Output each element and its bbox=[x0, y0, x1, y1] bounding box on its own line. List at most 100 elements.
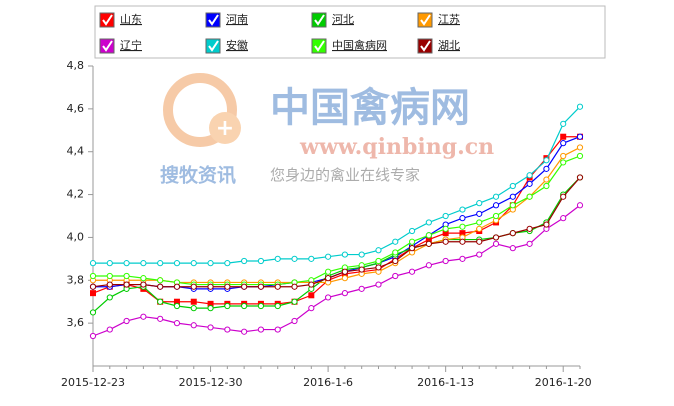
x-tick-label: 2016-1-13 bbox=[417, 376, 474, 389]
point bbox=[90, 290, 96, 297]
point bbox=[308, 255, 315, 262]
point bbox=[425, 236, 432, 243]
point bbox=[173, 298, 180, 305]
point bbox=[157, 283, 164, 290]
logo: + bbox=[163, 73, 241, 147]
point bbox=[140, 281, 147, 288]
legend-label[interactable]: 辽宁 bbox=[120, 38, 142, 52]
point bbox=[190, 322, 197, 329]
legend-item[interactable]: 河南 bbox=[205, 12, 248, 28]
point bbox=[476, 200, 483, 207]
legend-label[interactable]: 河北 bbox=[332, 13, 354, 26]
series-line bbox=[92, 136, 580, 305]
point bbox=[123, 317, 130, 325]
point bbox=[442, 257, 449, 265]
point bbox=[274, 283, 281, 290]
point bbox=[308, 281, 315, 288]
y-tick-label: 3,8 bbox=[67, 273, 85, 286]
point bbox=[543, 165, 550, 172]
point bbox=[308, 305, 315, 312]
y-tick-label: 4,6 bbox=[67, 102, 85, 115]
point bbox=[224, 260, 231, 267]
point bbox=[459, 215, 466, 222]
legend-check bbox=[420, 40, 431, 52]
legend-label[interactable]: 江苏 bbox=[438, 13, 460, 26]
point bbox=[408, 227, 416, 235]
point bbox=[173, 302, 181, 310]
point bbox=[224, 302, 231, 310]
point bbox=[476, 210, 483, 217]
point bbox=[492, 234, 500, 241]
point bbox=[207, 260, 214, 267]
point bbox=[442, 212, 449, 220]
watermark: 搜牧资讯 bbox=[160, 164, 236, 187]
legend-label[interactable]: 安徽 bbox=[226, 38, 248, 52]
legend-label[interactable]: 湖北 bbox=[438, 39, 460, 52]
point bbox=[190, 260, 197, 267]
point bbox=[509, 202, 516, 209]
point bbox=[173, 320, 181, 327]
point bbox=[526, 193, 533, 200]
point bbox=[392, 249, 399, 256]
point bbox=[173, 283, 181, 290]
point bbox=[89, 272, 97, 280]
point bbox=[509, 230, 516, 237]
legend-label[interactable]: 河南 bbox=[226, 13, 248, 26]
point bbox=[425, 232, 432, 239]
point bbox=[106, 326, 113, 333]
point bbox=[526, 240, 533, 247]
watermark: 您身边的禽业在线专家 bbox=[270, 166, 420, 184]
point bbox=[341, 268, 348, 275]
point bbox=[526, 225, 533, 232]
point bbox=[106, 260, 113, 267]
legend-item[interactable]: 中国禽病网 bbox=[311, 38, 387, 54]
point bbox=[375, 264, 382, 271]
legend-item[interactable]: 河北 bbox=[311, 12, 354, 28]
legend-item[interactable]: 山东 bbox=[99, 12, 142, 28]
watermark: 中国禽病网 bbox=[270, 85, 470, 131]
legend-label[interactable]: 中国禽病网 bbox=[332, 38, 387, 52]
point bbox=[476, 251, 483, 258]
point bbox=[224, 326, 231, 333]
point bbox=[425, 219, 432, 226]
point bbox=[325, 253, 332, 260]
watermark: www.qinbing.cn bbox=[299, 134, 494, 160]
legend-item[interactable]: 湖北 bbox=[417, 38, 460, 54]
point bbox=[459, 230, 466, 237]
point bbox=[207, 283, 214, 290]
legend-item[interactable]: 安徽 bbox=[205, 38, 248, 54]
point bbox=[392, 238, 399, 245]
legend-check bbox=[102, 14, 113, 26]
point bbox=[291, 283, 298, 290]
point bbox=[543, 182, 550, 190]
point bbox=[526, 180, 533, 187]
point bbox=[157, 315, 164, 322]
legend-item[interactable]: 辽宁 bbox=[99, 38, 142, 54]
point bbox=[257, 257, 265, 265]
y-tick-label: 4,2 bbox=[67, 188, 85, 201]
point bbox=[106, 272, 113, 280]
point bbox=[106, 294, 113, 301]
point bbox=[408, 268, 416, 275]
point bbox=[476, 225, 483, 232]
y-tick-label: 4,4 bbox=[67, 145, 85, 158]
point bbox=[375, 247, 382, 254]
point bbox=[392, 257, 399, 265]
point bbox=[358, 285, 365, 292]
point bbox=[123, 281, 130, 288]
legend-label[interactable]: 山东 bbox=[120, 13, 142, 26]
point bbox=[408, 238, 416, 245]
point bbox=[509, 182, 516, 190]
point bbox=[442, 230, 449, 237]
point bbox=[274, 302, 281, 310]
point bbox=[140, 275, 147, 282]
point bbox=[560, 152, 567, 160]
point bbox=[576, 202, 584, 209]
point bbox=[576, 152, 584, 160]
point bbox=[476, 219, 483, 226]
point bbox=[157, 260, 164, 267]
x-tick-label: 2015-12-30 bbox=[179, 376, 243, 389]
point bbox=[425, 240, 432, 247]
legend-item[interactable]: 江苏 bbox=[417, 12, 460, 28]
point bbox=[190, 298, 197, 305]
